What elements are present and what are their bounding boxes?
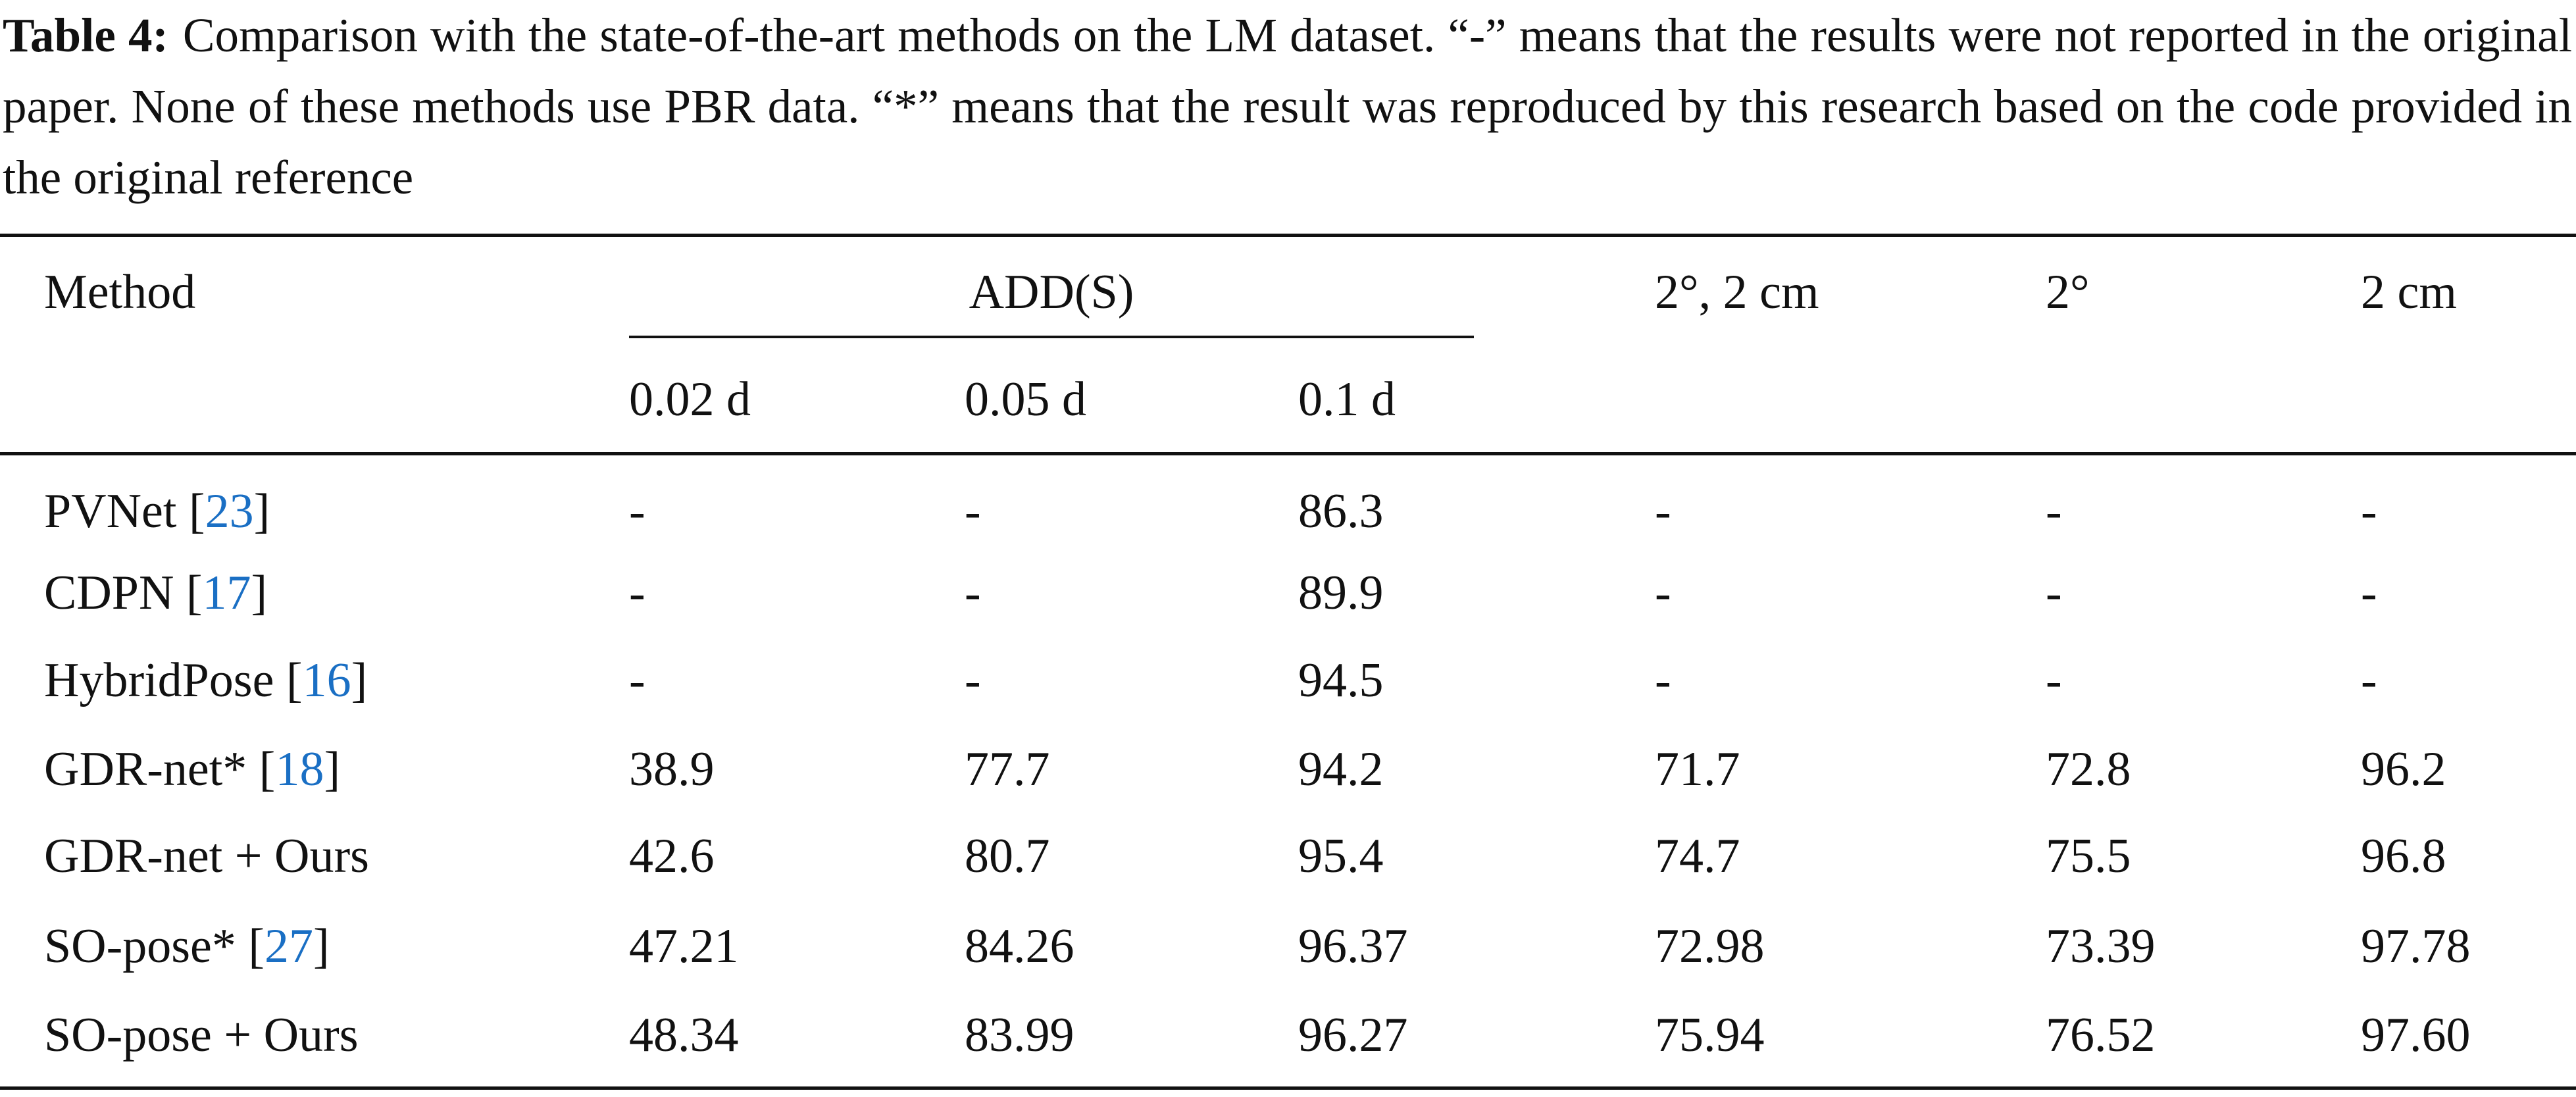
value-cell: 72.8 <box>2046 742 2131 796</box>
method-cell: CDPN [17] <box>44 563 267 623</box>
method-text: SO-pose* [ <box>44 919 265 973</box>
value-cell: 72.98 <box>1655 919 1765 973</box>
method-text: ] <box>324 742 341 796</box>
method-cell: HybridPose [16] <box>44 651 367 710</box>
value-cell: 96.8 <box>2361 829 2446 883</box>
header-group: ADD(S) <box>969 265 1134 319</box>
method-text: ] <box>253 484 270 538</box>
method-text: HybridPose [ <box>44 653 303 707</box>
caption: Table 4: Comparison with the state-of-the… <box>3 0 2572 213</box>
method-text: ] <box>251 566 268 620</box>
header-sub: 0.1 d <box>1298 372 1396 426</box>
method-text: CDPN [ <box>44 566 203 620</box>
value-cell: - <box>2046 653 2062 707</box>
method-cell: PVNet [23] <box>44 482 270 541</box>
value-cell: 77.7 <box>965 742 1050 796</box>
top-rule <box>0 234 2576 237</box>
method-cell: SO-pose* [27] <box>44 917 330 976</box>
method-cell: GDR-net* [18] <box>44 740 340 799</box>
value-cell: 76.52 <box>2046 1008 2156 1062</box>
method-text: SO-pose + Ours <box>44 1008 359 1062</box>
value-cell: 47.21 <box>629 919 739 973</box>
value-cell: - <box>2361 566 2377 620</box>
group-rule <box>629 336 1474 338</box>
mid-rule <box>0 452 2576 455</box>
value-cell: 84.26 <box>965 919 1074 973</box>
reference: 17 <box>202 566 251 620</box>
method-text: ] <box>351 653 368 707</box>
reference: 16 <box>302 653 351 707</box>
value-cell: 96.27 <box>1298 1008 1408 1062</box>
method-text: ] <box>313 919 330 973</box>
value-cell: - <box>2361 484 2377 538</box>
method-text: GDR-net + Ours <box>44 829 369 883</box>
method-text: PVNet [ <box>44 484 205 538</box>
value-cell: - <box>629 566 645 620</box>
value-cell: - <box>629 653 645 707</box>
value-cell: - <box>2046 484 2062 538</box>
value-cell: 74.7 <box>1655 829 1740 883</box>
value-cell: 80.7 <box>965 829 1050 883</box>
value-cell: - <box>1655 653 1671 707</box>
value-cell: - <box>2361 653 2377 707</box>
header-method: Method <box>44 265 196 319</box>
reference: 23 <box>205 484 254 538</box>
value-cell: - <box>965 653 981 707</box>
reference: 27 <box>265 919 314 973</box>
value-cell: 71.7 <box>1655 742 1740 796</box>
value-cell: 83.99 <box>965 1008 1074 1062</box>
value-cell: 97.78 <box>2361 919 2471 973</box>
value-cell: 48.34 <box>629 1008 739 1062</box>
value-cell: - <box>2046 566 2062 620</box>
value-cell: 96.37 <box>1298 919 1408 973</box>
value-cell: 95.4 <box>1298 829 1384 883</box>
bottom-rule <box>0 1086 2576 1090</box>
value-cell: 96.2 <box>2361 742 2446 796</box>
method-cell: GDR-net + Ours <box>44 827 369 886</box>
value-cell: - <box>965 566 981 620</box>
value-cell: - <box>1655 484 1671 538</box>
value-cell: 97.60 <box>2361 1008 2471 1062</box>
header-metric: 2 cm <box>2361 265 2457 319</box>
caption-label: Table 4: <box>3 9 168 62</box>
value-cell: - <box>965 484 981 538</box>
value-cell: - <box>629 484 645 538</box>
header-sub: 0.05 d <box>965 372 1086 426</box>
value-cell: - <box>1655 566 1671 620</box>
value-cell: 94.5 <box>1298 653 1384 707</box>
header-sub: 0.02 d <box>629 372 751 426</box>
value-cell: 42.6 <box>629 829 715 883</box>
value-cell: 75.94 <box>1655 1008 1765 1062</box>
value-cell: 86.3 <box>1298 484 1384 538</box>
value-cell: 94.2 <box>1298 742 1384 796</box>
value-cell: 75.5 <box>2046 829 2131 883</box>
method-text: GDR-net* [ <box>44 742 276 796</box>
header-metric: 2°, 2 cm <box>1655 265 1819 319</box>
value-cell: 73.39 <box>2046 919 2156 973</box>
value-cell: 38.9 <box>629 742 715 796</box>
caption-text: Comparison with the state-of-the-art met… <box>3 9 2572 204</box>
method-cell: SO-pose + Ours <box>44 1006 359 1065</box>
reference: 18 <box>275 742 324 796</box>
header-metric: 2° <box>2046 265 2090 319</box>
value-cell: 89.9 <box>1298 566 1384 620</box>
